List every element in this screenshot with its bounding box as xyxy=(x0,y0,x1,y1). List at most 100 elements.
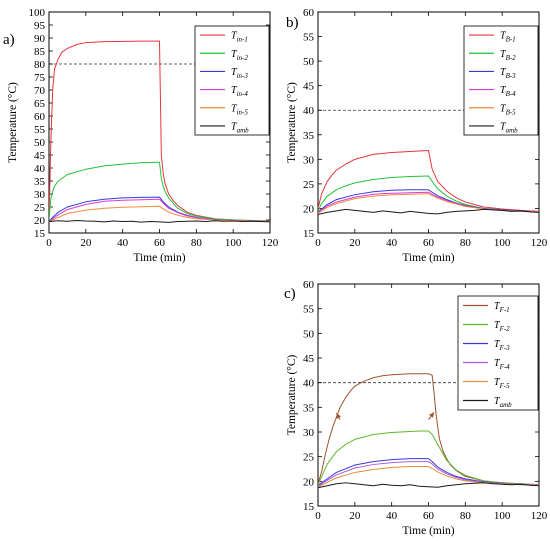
panel-c-x-tick-label: 60 xyxy=(423,510,435,522)
panel-c-y-tick-label: 50 xyxy=(303,328,315,340)
panel-b-x-tick-label: 20 xyxy=(349,237,361,249)
panel-b-panel-label: b) xyxy=(286,15,299,31)
panel-c-annotation-arrowhead xyxy=(336,413,342,419)
panel-b-y-tick-label: 50 xyxy=(303,56,315,68)
panel-a-legend-box xyxy=(194,25,270,136)
panel-c-series-F-2 xyxy=(318,430,539,486)
panel-b-legend-box xyxy=(463,25,539,136)
panel-b-legend: TB-1 TB-2 TB-3 TB-4 TB-5 Tamb xyxy=(463,25,539,136)
panel-a-y-tick-label: 60 xyxy=(34,111,46,123)
panel-b-series-amb xyxy=(318,208,539,215)
panel-c-chart: 0 20 40 60 80 100 120 15 20 25 30 35 40 45 50 55 60 Time … xyxy=(284,279,548,537)
panel-b-y-tick-label: 60 xyxy=(303,7,315,19)
panel-b-y-tick-label: 25 xyxy=(303,179,315,191)
panel-a-legend-label-in-4: Tin-4 xyxy=(231,85,248,98)
panel-c-x-tick-label: 100 xyxy=(494,510,511,522)
panel-a-y-tick-label: 100 xyxy=(29,7,46,19)
panel-c-x-axis-title: Time (min) xyxy=(402,525,454,537)
panel-c-legend-label-F-2: TF-2 xyxy=(494,320,510,333)
panel-c-legend-label-F-1: TF-1 xyxy=(494,301,510,314)
panel-c-y-tick-label: 55 xyxy=(303,304,315,316)
panel-c-x-tick-label: 80 xyxy=(460,510,472,522)
panel-c-x-tick-label: 20 xyxy=(349,510,361,522)
panel-a-y-tick-label: 35 xyxy=(34,176,46,188)
panel-c-panel-label: c) xyxy=(284,286,296,302)
panel-c-legend-label-amb: Tamb xyxy=(494,396,512,409)
panel-a-series-in-2 xyxy=(49,161,270,222)
panel-a-y-tick-label: 70 xyxy=(34,85,46,97)
panel-a-legend-label-in-3: Tin-3 xyxy=(231,67,248,80)
panel-a-legend: Tin-1 Tin-2 Tin-3 Tin-4 Tin-5 Tamb xyxy=(194,25,270,136)
panel-a-x-axis-title: Time (min) xyxy=(133,252,185,264)
panel-c-y-tick-label: 35 xyxy=(303,402,315,414)
panel-b-legend-label-B-2: TB-2 xyxy=(500,49,516,62)
panel-c-x-tick-label: 40 xyxy=(386,510,398,522)
panel-b-y-tick-label: 40 xyxy=(303,105,315,117)
panel-a-y-tick-label: 45 xyxy=(34,150,46,162)
panel-a-x-tick-label: 0 xyxy=(46,237,52,249)
panel-b-y-tick-label: 15 xyxy=(303,228,315,240)
panel-b-x-tick-label: 100 xyxy=(494,237,511,249)
panel-a-y-tick-label: 40 xyxy=(34,163,46,175)
panel-b-y-tick-label: 20 xyxy=(303,203,315,215)
panel-c-y-axis-title: Temperature (°C) xyxy=(286,354,298,435)
panel-b-y-tick-label: 45 xyxy=(303,81,315,93)
panel-b-legend-label-B-5: TB-5 xyxy=(500,103,516,116)
panel-a-panel-label: a) xyxy=(3,32,15,48)
panel-c-legend: TF-1 TF-2 TF-3 TF-4 TF-5 Tamb xyxy=(457,295,539,411)
panel-a-x-tick-label: 100 xyxy=(225,237,242,249)
panel-c-legend-label-F-4: TF-4 xyxy=(494,358,510,371)
panel-a-chart: 0 20 40 60 80 100 1201520253035404550556065707… xyxy=(3,7,279,264)
panel-a-x-tick-label: 40 xyxy=(117,237,129,249)
panel-c-legend-label-F-5: TF-5 xyxy=(494,377,510,390)
panel-a-series-in-5 xyxy=(49,205,270,224)
panel-a-series-group xyxy=(49,40,270,224)
panel-b-x-tick-label: 80 xyxy=(460,237,472,249)
panel-a-x-tick-label: 120 xyxy=(262,237,279,249)
panel-a-y-tick-label: 65 xyxy=(34,98,46,110)
panel-a-y-tick-label: 75 xyxy=(34,72,46,84)
panel-c-y-tick-label: 15 xyxy=(303,501,315,513)
panel-b-chart: 0 20 40 60 80 100 120 15 20 25 30 35 40 45 50 55 60 Time … xyxy=(286,7,548,264)
panel-a-x-tick-label: 20 xyxy=(80,237,92,249)
panel-b-x-tick-label: 60 xyxy=(423,237,435,249)
panel-b-y-axis-title: Temperature (°C) xyxy=(286,82,298,163)
panel-a-y-tick-label: 25 xyxy=(34,202,46,214)
panel-c-legend-label-F-3: TF-3 xyxy=(494,339,510,352)
panel-a-y-tick-label: 90 xyxy=(34,33,46,45)
panel-c-y-tick-label: 20 xyxy=(303,476,315,488)
panel-a-x-tick-label: 80 xyxy=(191,237,203,249)
panel-a-y-tick-label: 80 xyxy=(34,59,46,71)
panel-a-y-axis-title: Temperature (°C) xyxy=(7,82,19,163)
panel-c-y-tick-label: 30 xyxy=(303,427,315,439)
panel-b-y-tick-label: 55 xyxy=(303,32,315,44)
panel-a-y-tick-label: 20 xyxy=(34,215,46,227)
panel-a-y-tick-label: 30 xyxy=(34,189,46,201)
panel-b-series-B-1 xyxy=(318,149,539,212)
panel-b-legend-label-B-4: TB-4 xyxy=(500,85,516,98)
panel-a-legend-label-amb: Tamb xyxy=(231,121,249,134)
panel-c-y-tick-label: 60 xyxy=(303,279,315,291)
panel-a-y-tick-label: 95 xyxy=(34,20,46,32)
panel-a-x-tick-label: 60 xyxy=(154,237,166,249)
panel-c-legend-box xyxy=(457,295,539,411)
panel-b-y-tick-label: 30 xyxy=(303,154,315,166)
panel-a-series-in-1 xyxy=(49,40,270,222)
panel-b-legend-label-amb: Tamb xyxy=(500,121,518,134)
panel-b-series-group xyxy=(318,149,539,215)
panel-a-y-tick-label: 85 xyxy=(34,46,46,58)
panel-b-legend-label-B-1: TB-1 xyxy=(500,31,516,44)
panel-a-legend-label-in-5: Tin-5 xyxy=(231,103,248,116)
panel-a-y-tick-label: 55 xyxy=(34,124,46,136)
panel-c-series-amb xyxy=(318,482,539,489)
panel-b-x-tick-label: 0 xyxy=(315,237,321,249)
panel-b-legend-label-B-3: TB-3 xyxy=(500,67,516,80)
panel-a-y-tick-label: 15 xyxy=(34,228,46,240)
panel-c-annotation-arrowhead xyxy=(429,412,435,418)
panel-b-x-tick-label: 40 xyxy=(386,237,398,249)
panel-c-y-tick-label: 40 xyxy=(303,378,315,390)
panel-a-series-amb xyxy=(49,220,270,223)
panel-c-x-tick-label: 0 xyxy=(315,510,321,522)
panel-c-x-tick-label: 120 xyxy=(531,510,548,522)
